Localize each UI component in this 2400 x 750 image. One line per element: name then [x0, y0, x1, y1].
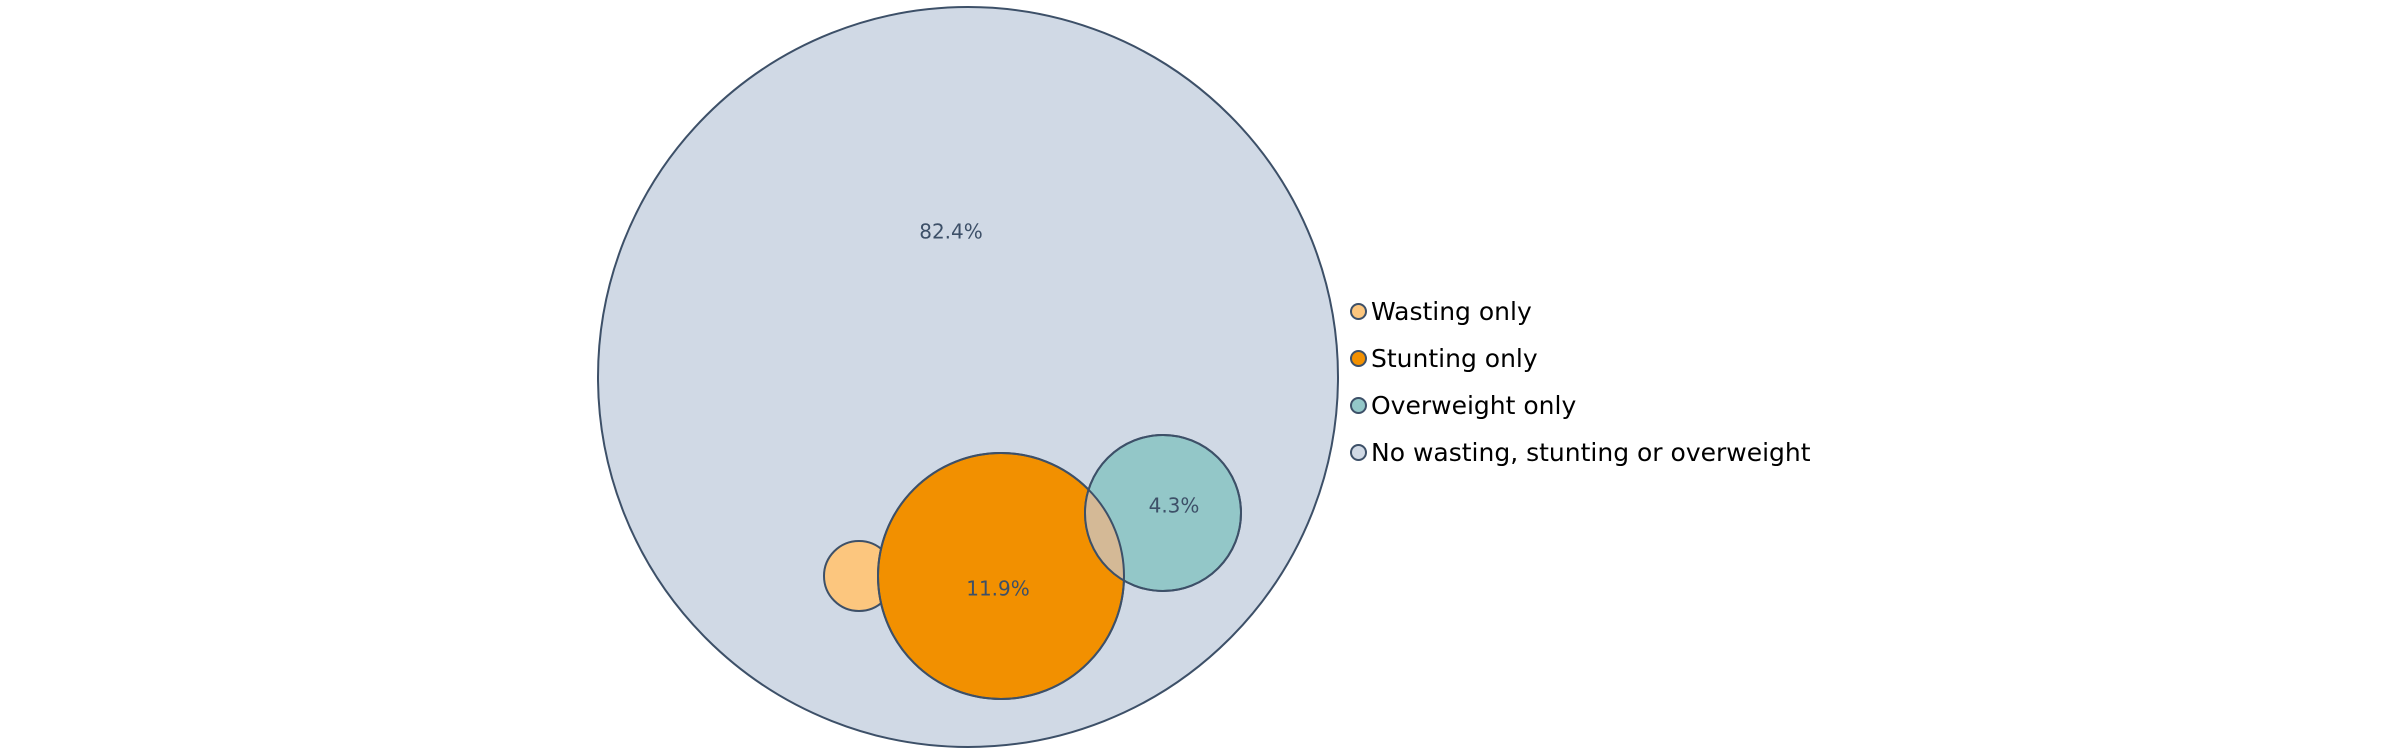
legend-item-wasting: Wasting only — [1350, 288, 1811, 335]
legend-label-wasting: Wasting only — [1371, 297, 1532, 326]
stunting-outline — [877, 452, 1125, 700]
legend: Wasting only Stunting only Overweight only… — [1350, 288, 1811, 476]
overweight-outline — [1084, 434, 1242, 592]
labels-layer: 82.4% 11.9% 4.3% — [919, 220, 1199, 601]
stunting-value-label: 11.9% — [966, 577, 1030, 601]
legend-item-stunting: Stunting only — [1350, 335, 1811, 382]
legend-swatch-stunting — [1350, 350, 1367, 367]
no-condition-value-label: 82.4% — [919, 220, 983, 244]
circles-layer — [597, 6, 1339, 748]
legend-label-overweight: Overweight only — [1371, 391, 1577, 420]
legend-swatch-wasting — [1350, 303, 1367, 320]
legend-item-overweight: Overweight only — [1350, 382, 1811, 429]
legend-swatch-no-condition — [1350, 444, 1367, 461]
legend-label-no-condition: No wasting, stunting or overweight — [1371, 438, 1811, 467]
legend-label-stunting: Stunting only — [1371, 344, 1538, 373]
overweight-value-label: 4.3% — [1149, 494, 1200, 518]
legend-swatch-overweight — [1350, 397, 1367, 414]
legend-item-no-condition: No wasting, stunting or overweight — [1350, 429, 1811, 476]
